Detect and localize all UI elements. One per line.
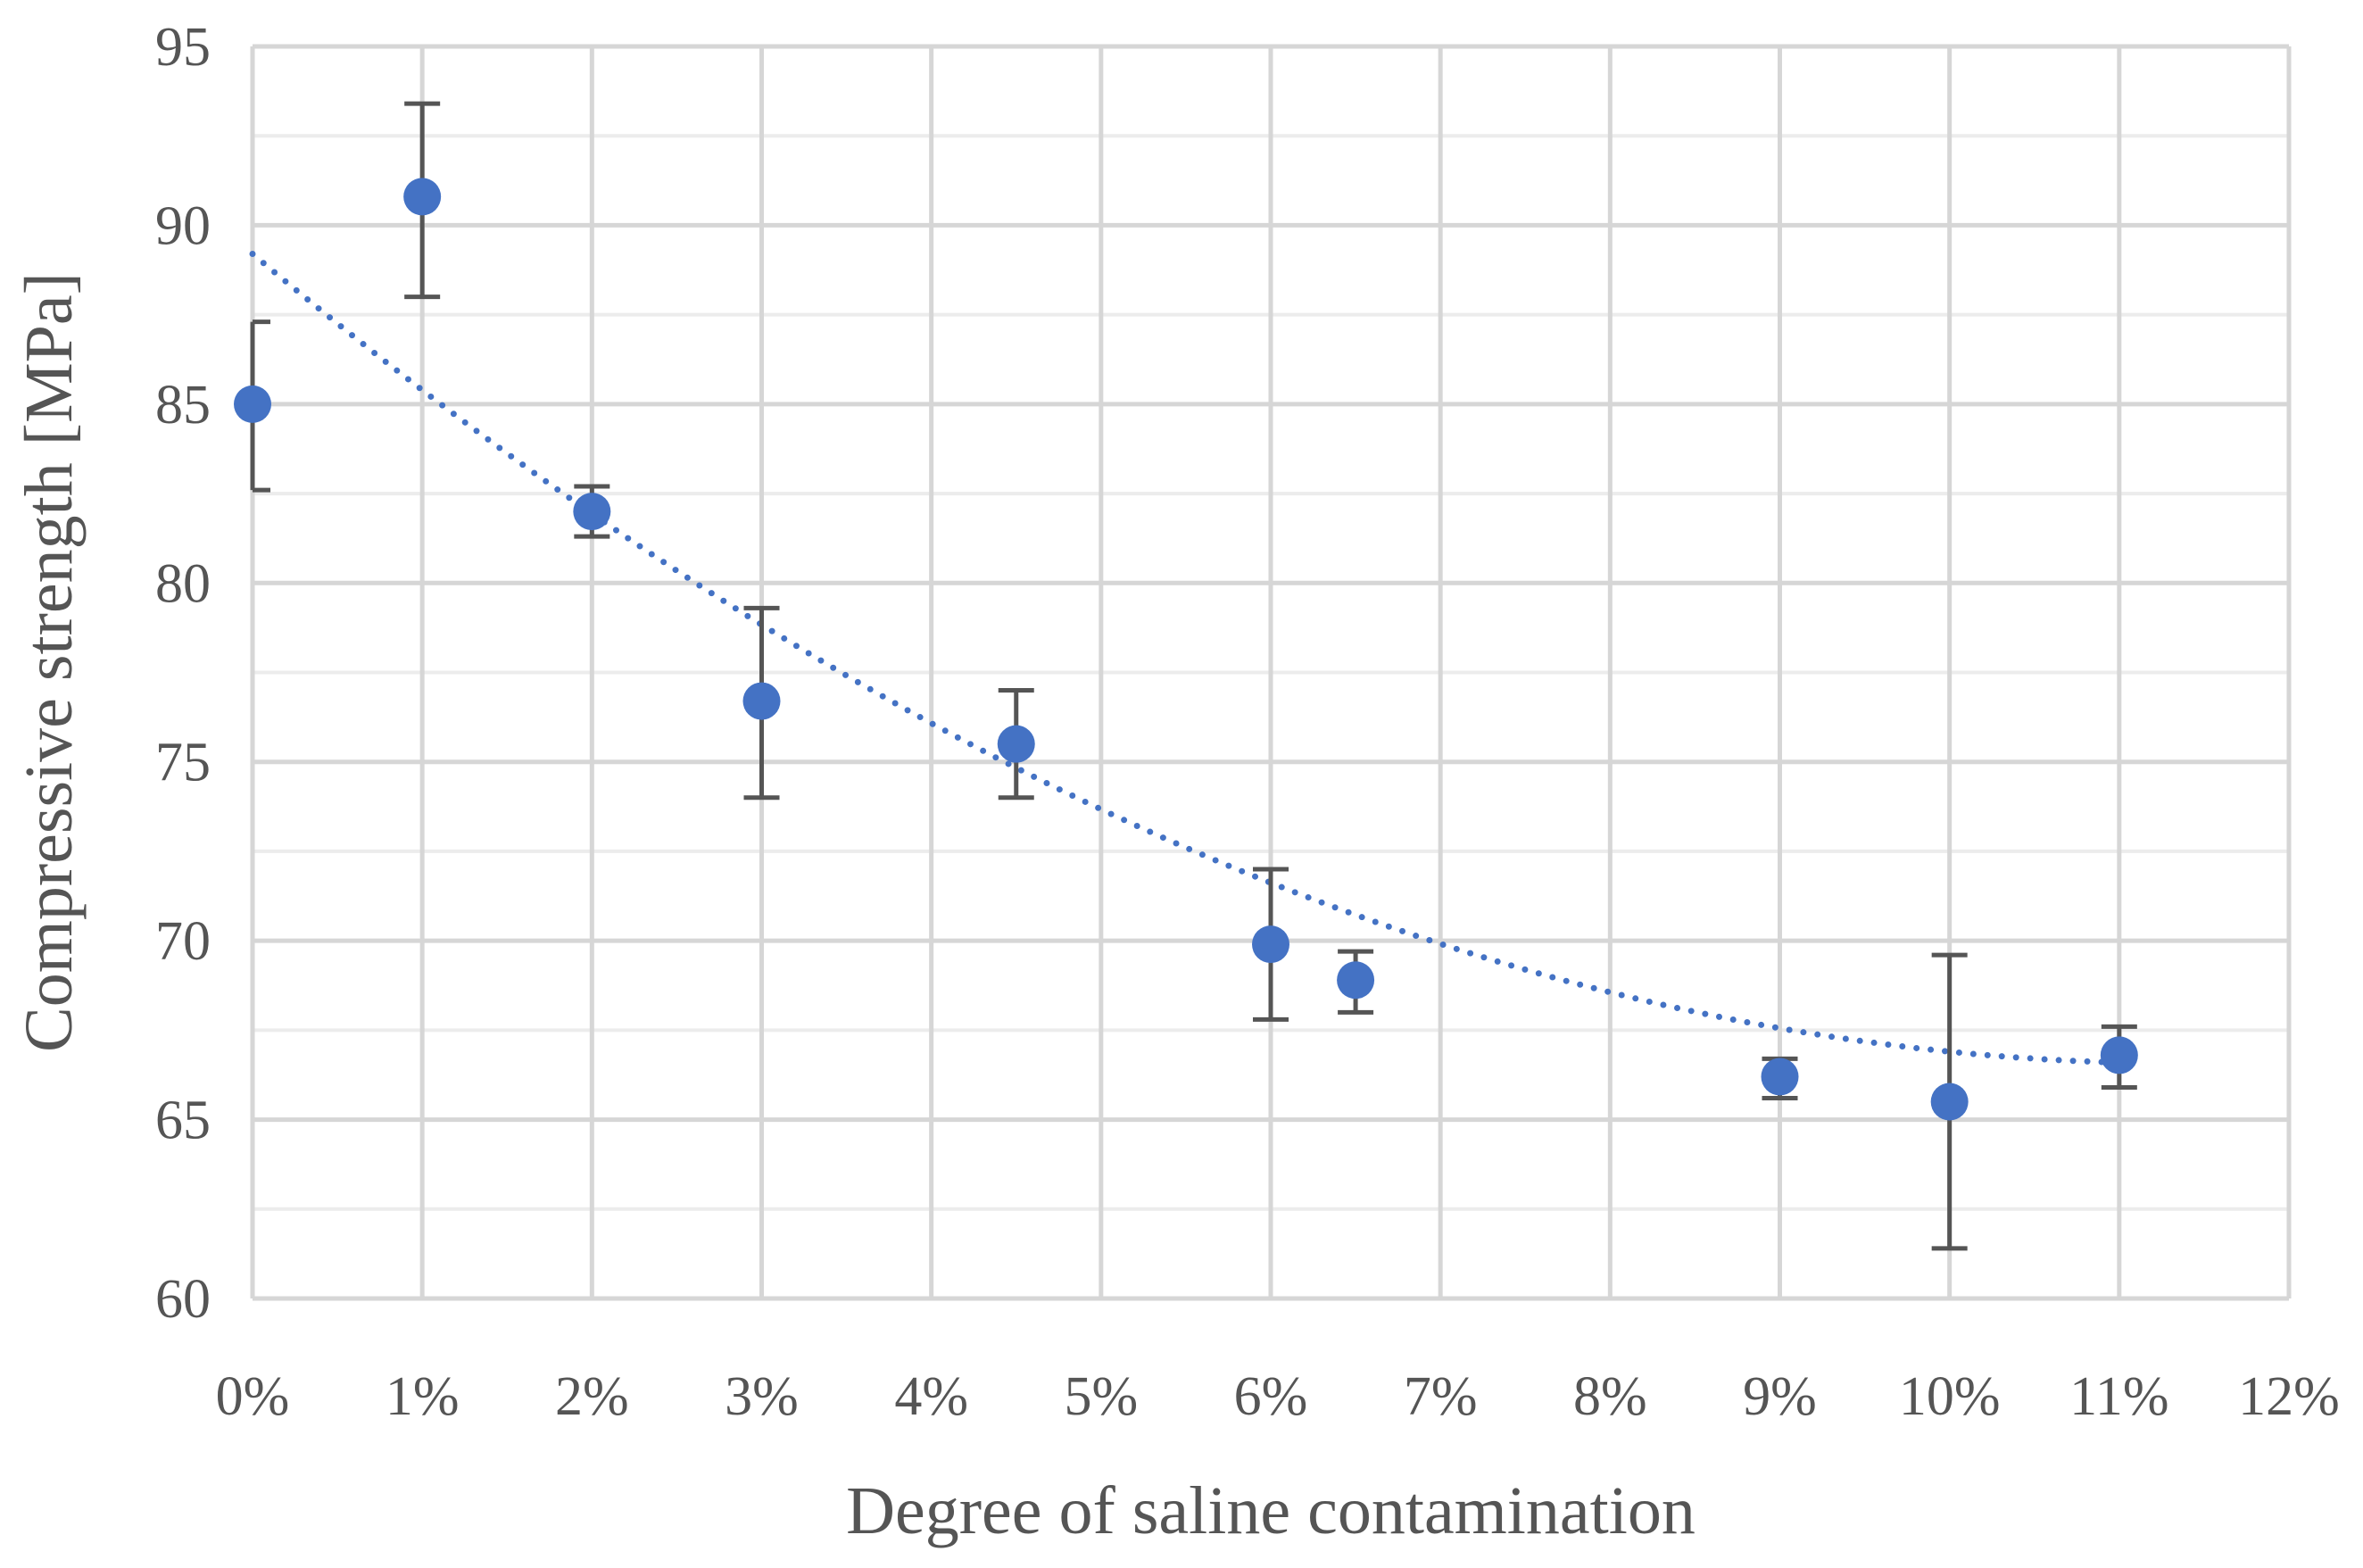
data-point [573,493,611,531]
y-tick-labels: 60 65 70 75 80 85 90 95 [155,17,211,1330]
y-tick-label: 80 [155,553,211,614]
y-tick-label: 60 [155,1269,211,1330]
y-tick-label: 95 [155,17,211,78]
x-tick-label: 4% [894,1366,968,1427]
x-tick-label: 2% [555,1366,629,1427]
data-point [234,385,271,423]
x-tick-label: 12% [2238,1366,2340,1427]
x-tick-label: 7% [1404,1366,1478,1427]
x-tick-labels: 0% 1% 2% 3% 4% 5% 6% 7% 8% 9% 10% 11% 12% [216,1366,2340,1427]
y-tick-label: 65 [155,1091,211,1151]
data-points [234,178,2138,1121]
x-tick-label: 5% [1065,1366,1139,1427]
data-point [1337,961,1375,1000]
data-point [742,682,781,720]
x-tick-label: 8% [1573,1366,1647,1427]
gridlines [250,44,2292,1301]
data-point [1252,925,1289,964]
y-tick-label: 85 [155,375,211,436]
y-tick-label: 90 [155,195,211,256]
data-point [997,725,1035,763]
x-tick-label: 3% [725,1366,799,1427]
data-point [1761,1058,1799,1096]
x-tick-label: 11% [2069,1366,2168,1427]
x-tick-label: 9% [1743,1366,1817,1427]
x-tick-label: 10% [1899,1366,2001,1427]
x-tick-label: 6% [1234,1366,1308,1427]
x-tick-label: 1% [386,1366,460,1427]
x-tick-label: 0% [216,1366,290,1427]
x-axis-title: Degree of saline contamination [846,1473,1696,1548]
y-tick-label: 75 [155,733,211,793]
data-point [1930,1083,1969,1121]
y-tick-label: 70 [155,911,211,972]
data-point [2100,1036,2138,1074]
y-axis-title: Compressive strength [MPa] [12,272,87,1052]
data-point [403,178,442,216]
